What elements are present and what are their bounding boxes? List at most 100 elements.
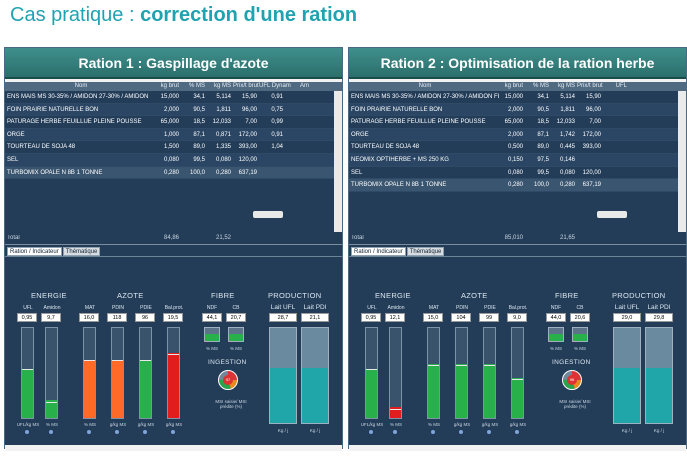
info-dot-icon[interactable]	[115, 430, 119, 434]
production-label: Lait PDI	[303, 304, 327, 311]
fibre-label: NDF	[550, 305, 562, 311]
ration1-header: Ration 1 : Gaspillage d'azote	[5, 48, 342, 79]
table-cell: 12,033	[212, 119, 231, 126]
ration1-table[interactable]: Nom kg brut % MS kg MS Prix/t brut UFL Dynam A…	[5, 82, 342, 245]
ration1-col-header[interactable]: % MS	[188, 83, 205, 89]
table-row[interactable]: ENS MAIS MS 30-35% / AMIDON 27-30% / AMI…	[5, 91, 342, 104]
table-row[interactable]: FOIN PRAIRIE NATURELLE BON 2,000 90,5 1,811…	[5, 103, 342, 117]
info-dot-icon[interactable]	[49, 430, 53, 434]
table-cell: 96,00	[585, 106, 601, 113]
ration1-col-header[interactable]: kg brut	[160, 83, 179, 89]
ration1-col-header[interactable]: Prix/t brut	[233, 83, 259, 89]
table-cell: 0,91	[271, 94, 283, 100]
table-row[interactable]: SEL 0,080 99,5 0,080 120,00	[5, 153, 342, 167]
ration2-col-header[interactable]: Prix/t brut	[577, 83, 603, 89]
table-cell: 99,5	[193, 156, 205, 163]
info-dot-icon[interactable]	[143, 430, 147, 434]
production-gauge-fill	[302, 367, 328, 423]
table-cell	[603, 179, 629, 191]
table-cell: 172,00	[582, 131, 601, 138]
table-row[interactable]: TOURTEAU DE SOJA 48 0,500 89,0 0,445 393,00	[349, 141, 686, 154]
info-dot-icon[interactable]	[515, 430, 519, 434]
info-dot-icon[interactable]	[459, 430, 463, 434]
fibre-gauge	[548, 327, 564, 342]
table-row[interactable]: FOIN PRAIRIE NATURELLE BON 2,000 90,5 1,811…	[349, 103, 686, 117]
table-row[interactable]: NEOMIX OPTIHERBE + MS 250 KG 0,150 97,5 0,1…	[349, 153, 686, 167]
table-cell: SEL	[351, 169, 363, 176]
production-value: 29,8	[645, 313, 673, 322]
fibre-unit: % MS	[573, 346, 586, 351]
table-cell: 393,00	[238, 144, 257, 151]
ration2-col-header[interactable]: Nom	[418, 83, 432, 89]
table-cell: 0,150	[507, 156, 523, 163]
table-row[interactable]: PATURAGE HERBE FEUILLUE PLEINE POUSSE 65,…	[5, 116, 342, 129]
gauge-unit: % MS	[427, 422, 440, 427]
table-row[interactable]: TURBOMIX OPALE N 8B 1 TONNE 0,280 100,0 0,2…	[349, 179, 686, 192]
table-cell: 0,871	[215, 131, 231, 138]
group-fibre: FIBRE	[555, 291, 579, 300]
table-row[interactable]: ORGE 2,000 87,1 1,742 172,00	[349, 128, 686, 142]
table-row[interactable]: TOURTEAU DE SOJA 48 1,500 89,0 1,335 393,00 1…	[5, 141, 342, 154]
tab-ration-indicateur[interactable]: Ration / Indicateur	[7, 247, 62, 256]
ration1-col-header[interactable]: Am	[300, 83, 309, 89]
table-cell: TOURTEAU DE SOJA 48	[7, 144, 76, 151]
ingestion-value: 97	[223, 375, 233, 385]
table-row[interactable]: TURBOMIX OPALE N 8B 1 TONNE 0,280 100,0 0,2…	[5, 166, 342, 180]
ration2-col-header[interactable]: kg MS	[557, 83, 575, 89]
ration1-col-header[interactable]: Nom	[74, 83, 88, 89]
gauge-unit: g/kg MS	[509, 422, 527, 427]
ration1-table-vscroll[interactable]	[334, 91, 342, 232]
gauge-bar	[483, 327, 496, 419]
ration1-table-hscroll[interactable]	[253, 211, 283, 218]
gauge-unit: % MS	[45, 422, 58, 427]
table-cell: 0,445	[559, 144, 575, 151]
gauge-unit: g/kg MS	[453, 422, 471, 427]
tab-thematique[interactable]: Thématique	[62, 247, 101, 256]
info-dot-icon[interactable]	[87, 430, 91, 434]
info-dot-icon[interactable]	[369, 430, 373, 434]
gauge-bar	[427, 327, 440, 419]
table-cell: 5,114	[216, 94, 231, 100]
gauge-value: 104	[451, 313, 471, 322]
group-production: PRODUCTION	[268, 291, 322, 300]
info-dot-icon[interactable]	[393, 430, 397, 434]
ration2-col-header[interactable]: % MS	[532, 83, 549, 89]
gauge-unit: UFL/kg MS	[360, 422, 384, 427]
table-cell: 90,5	[537, 106, 549, 113]
table-row[interactable]: SEL 0,080 99,5 0,080 120,00	[349, 167, 686, 180]
table-row[interactable]: ENS MAIS MS 30-35% / AMIDON 27-30% / AMI…	[349, 91, 686, 104]
table-row[interactable]: ORGE 1,000 87,1 0,871 172,00 0,91	[5, 128, 342, 142]
ration1-table-header: Nom kg brut % MS kg MS Prix/t brut UFL Dynam A…	[5, 82, 342, 91]
ration2-col-header[interactable]: UFL	[615, 83, 627, 89]
fibre-gauge-fill	[573, 333, 587, 341]
table-cell	[603, 91, 629, 103]
tab-thematique[interactable]: Thématique	[406, 247, 445, 256]
table-cell: 12,033	[556, 119, 575, 126]
ration2-col-header[interactable]: kg brut	[504, 83, 523, 89]
info-dot-icon[interactable]	[431, 430, 435, 434]
gauge-value: 9,0	[507, 313, 527, 322]
tab-ration-indicateur[interactable]: Ration / Indicateur	[351, 247, 406, 256]
ingestion-caption: MSI saisie/ MSI prédite (%)	[559, 399, 591, 409]
ration2-table-vscroll[interactable]	[678, 91, 686, 232]
production-gauge-fill	[646, 367, 672, 423]
info-dot-icon[interactable]	[25, 430, 29, 434]
gauge-label: PDIN	[112, 305, 124, 311]
ration2-table[interactable]: Nom kg brut % MS kg MS Prix/t brut UFL ENS MAI…	[349, 82, 686, 245]
table-cell: ORGE	[7, 131, 25, 138]
table-cell: 637,19	[582, 182, 601, 189]
gauge-unit: UFL/kg MS	[16, 422, 40, 427]
info-dot-icon[interactable]	[487, 430, 491, 434]
production-label: Lait PDI	[647, 304, 671, 311]
ration1-col-header[interactable]: UFL Dynam	[259, 83, 291, 89]
gauge-bar	[389, 327, 402, 419]
ration2-table-hscroll[interactable]	[597, 211, 627, 218]
info-dot-icon[interactable]	[171, 430, 175, 434]
table-cell: 0,080	[507, 169, 523, 176]
table-row[interactable]: PATURAGE HERBE FEUILLUE PLEINE POUSSE 65,…	[349, 116, 686, 129]
ration1-col-header[interactable]: kg MS	[213, 83, 231, 89]
table-cell: 1,000	[163, 131, 179, 138]
gauge-fill	[168, 353, 179, 418]
slide-title: Cas pratique : correction d'une ration	[10, 4, 357, 27]
table-cell: 0,280	[507, 182, 523, 189]
